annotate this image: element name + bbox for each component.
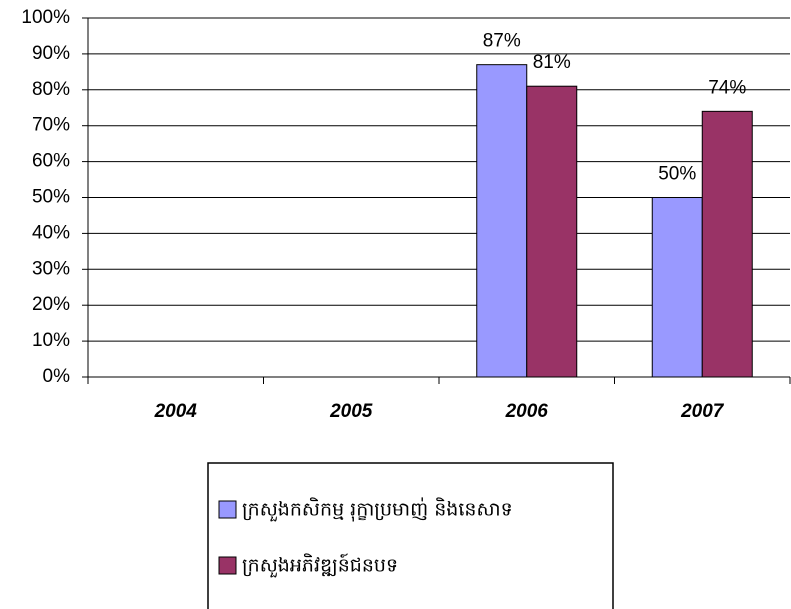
- y-tick-label: 60%: [32, 151, 70, 172]
- y-tick-label: 100%: [21, 7, 70, 28]
- y-tick-label: 0%: [43, 366, 71, 387]
- y-tick-label: 50%: [32, 187, 70, 208]
- legend-label: ក្រសួងអភិវឌ្ឍន៍ជនបទ: [242, 553, 398, 579]
- y-tick-label: 30%: [32, 258, 70, 279]
- x-tick-label: 2006: [505, 401, 549, 422]
- y-tick-label: 40%: [32, 222, 70, 243]
- bar: [701, 110, 753, 378]
- y-tick-label: 90%: [32, 43, 70, 64]
- legend-label: ក្រសួងកសិកម្ម រុក្ខាប្រមាញ់ និងនេសាទ: [242, 497, 513, 523]
- x-tick-label: 2007: [680, 401, 725, 422]
- y-tick-label: 80%: [32, 79, 70, 100]
- x-tick-label: 2004: [154, 401, 198, 422]
- y-tick-label: 70%: [32, 115, 70, 136]
- bar: [526, 85, 578, 378]
- legend-swatch: [218, 556, 237, 575]
- value-label: 81%: [533, 52, 571, 73]
- value-label: 74%: [708, 77, 746, 98]
- legend-box: [207, 462, 614, 609]
- y-tick-label: 10%: [32, 330, 70, 351]
- value-label: 50%: [658, 164, 696, 185]
- y-tick-label: 20%: [32, 294, 70, 315]
- bar: [651, 197, 703, 378]
- legend-swatch: [218, 500, 237, 519]
- x-tick-label: 2005: [329, 401, 373, 422]
- bar: [476, 64, 528, 378]
- value-label: 87%: [483, 31, 521, 52]
